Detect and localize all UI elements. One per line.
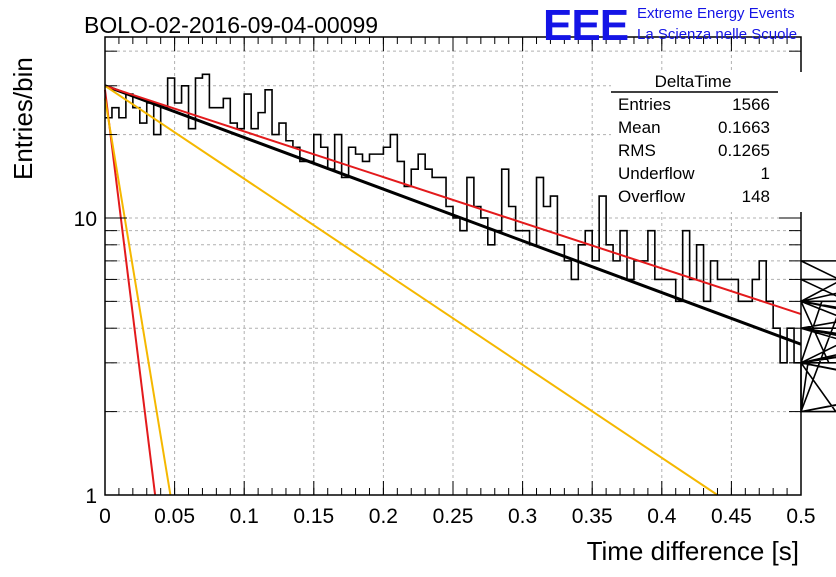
stats-value: 1566 <box>732 95 770 114</box>
stats-label: Entries <box>618 95 671 114</box>
y-axis-label: Entries/bin <box>8 57 38 180</box>
y-tick-label: 10 <box>74 208 97 231</box>
logo-letters: EEE <box>543 1 628 50</box>
x-tick-label: 0 <box>99 505 111 528</box>
chart-title: BOLO-02-2016-09-04-00099 <box>84 12 378 38</box>
chart-svg: 0 0.05 0.1 0.15 0.2 0.25 0.3 0.35 0.4 0.45 0.5110 … <box>0 0 836 572</box>
stats-label: Underflow <box>618 164 695 183</box>
fit-line-2 <box>105 90 155 495</box>
y-tick-label: 1 <box>85 485 97 508</box>
x-axis-label: Time difference [s] <box>587 536 799 566</box>
stats-label: Mean <box>618 118 661 137</box>
chart-canvas: 0 0.05 0.1 0.15 0.2 0.25 0.3 0.35 0.4 0.45 0.5 1 10 … <box>0 0 836 572</box>
logo-line1: Extreme Energy Events <box>637 5 795 22</box>
stats-label: Overflow <box>618 187 686 206</box>
x-tick-label: 0.15 <box>293 505 334 528</box>
x-tick-label: 0.4 <box>647 505 677 528</box>
stats-box: DeltaTime Entries 1566 Mean 0.1663 RMS 0.1265… <box>611 72 807 212</box>
fit-line-3 <box>105 98 170 495</box>
x-tick-label: 0.2 <box>369 505 398 528</box>
stats-value: 148 <box>742 187 770 206</box>
stats-value: 0.1663 <box>718 118 770 137</box>
x-tick-label: 0.1 <box>230 505 259 528</box>
x-tick-label: 0.25 <box>433 505 474 528</box>
stats-label: RMS <box>618 141 656 160</box>
stats-value: 1 <box>761 164 770 183</box>
x-tick-label: 0.5 <box>786 505 815 528</box>
x-tick-label: 0.45 <box>711 505 752 528</box>
stats-title: DeltaTime <box>655 72 732 91</box>
logo-line2: La Scienza nelle Scuole <box>637 26 797 43</box>
x-tick-label: 0.05 <box>154 505 195 528</box>
stats-value: 0.1265 <box>718 141 770 160</box>
x-tick-label: 0.3 <box>508 505 537 528</box>
x-tick-label: 0.35 <box>572 505 613 528</box>
